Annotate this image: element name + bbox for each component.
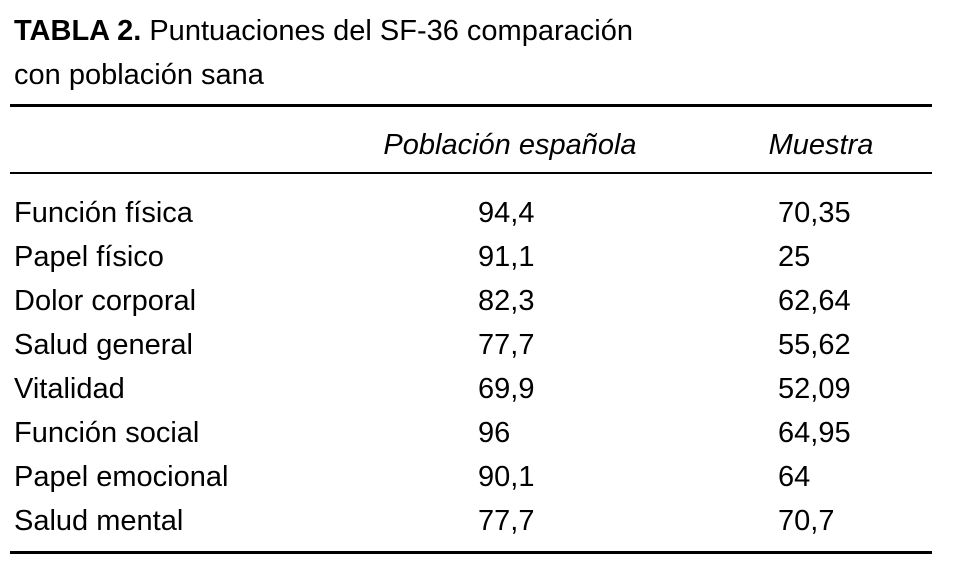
cell-value: 62,64 [778,285,851,317]
row-label: Dolor corporal [14,285,197,317]
row-label: Vitalidad [14,373,125,405]
cell-value: 69,9 [478,373,535,405]
header-rule [10,172,932,174]
row-label: Papel emocional [14,461,229,493]
bottom-rule [10,551,932,554]
column-header: Muestra [768,129,874,161]
title-line: con población sana [14,59,264,91]
cell-value: 77,7 [478,329,535,361]
cell-value: 64 [778,461,811,493]
cell-value: 70,7 [778,505,835,537]
cell-value: 82,3 [478,285,535,317]
cell-value: 70,35 [778,197,851,229]
cell-value: 91,1 [478,241,535,273]
title-text: Puntuaciones del SF-36 comparación [149,15,633,47]
table-label: TABLA 2. [14,15,142,47]
row-label: Salud mental [14,505,184,537]
top-rule [10,104,932,107]
cell-value: 55,62 [778,329,851,361]
column-header: Población española [383,129,637,161]
title-line: TABLA 2. Puntuaciones del SF-36 comparac… [14,14,633,48]
row-label: Papel físico [14,241,164,273]
cell-value: 52,09 [778,373,851,405]
cell-value: 96 [478,417,511,449]
cell-value: 77,7 [478,505,535,537]
cell-value: 64,95 [778,417,851,449]
row-label: Función física [14,197,193,229]
cell-value: 94,4 [478,197,535,229]
row-label: Función social [14,417,200,449]
cell-value: 90,1 [478,461,535,493]
cell-value: 25 [778,241,811,273]
row-label: Salud general [14,329,193,361]
